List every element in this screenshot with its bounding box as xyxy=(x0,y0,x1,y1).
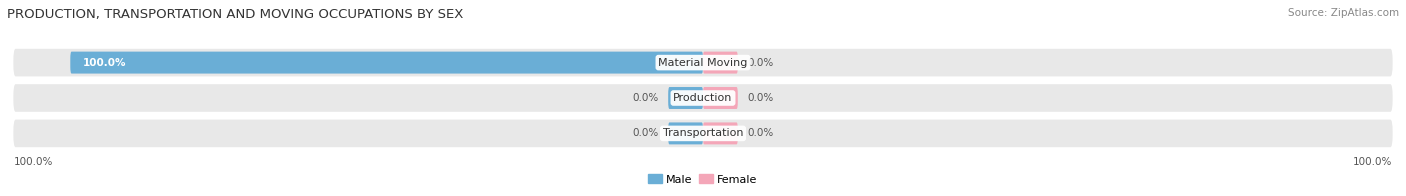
Text: 100.0%: 100.0% xyxy=(83,58,127,68)
Text: 0.0%: 0.0% xyxy=(748,58,773,68)
FancyBboxPatch shape xyxy=(13,120,1392,147)
Text: 100.0%: 100.0% xyxy=(1353,157,1392,167)
FancyBboxPatch shape xyxy=(13,84,1392,112)
Text: 0.0%: 0.0% xyxy=(633,93,658,103)
Text: 0.0%: 0.0% xyxy=(748,93,773,103)
FancyBboxPatch shape xyxy=(703,122,738,144)
Legend: Male, Female: Male, Female xyxy=(644,170,762,189)
Text: PRODUCTION, TRANSPORTATION AND MOVING OCCUPATIONS BY SEX: PRODUCTION, TRANSPORTATION AND MOVING OC… xyxy=(7,8,464,21)
Text: Production: Production xyxy=(673,93,733,103)
Text: Transportation: Transportation xyxy=(662,128,744,138)
Text: 0.0%: 0.0% xyxy=(633,128,658,138)
FancyBboxPatch shape xyxy=(668,122,703,144)
Text: 0.0%: 0.0% xyxy=(748,128,773,138)
Text: Source: ZipAtlas.com: Source: ZipAtlas.com xyxy=(1288,8,1399,18)
FancyBboxPatch shape xyxy=(703,52,738,74)
FancyBboxPatch shape xyxy=(668,87,703,109)
Text: 100.0%: 100.0% xyxy=(13,157,53,167)
FancyBboxPatch shape xyxy=(703,87,738,109)
Text: Material Moving: Material Moving xyxy=(658,58,748,68)
FancyBboxPatch shape xyxy=(70,52,703,74)
FancyBboxPatch shape xyxy=(13,49,1392,76)
